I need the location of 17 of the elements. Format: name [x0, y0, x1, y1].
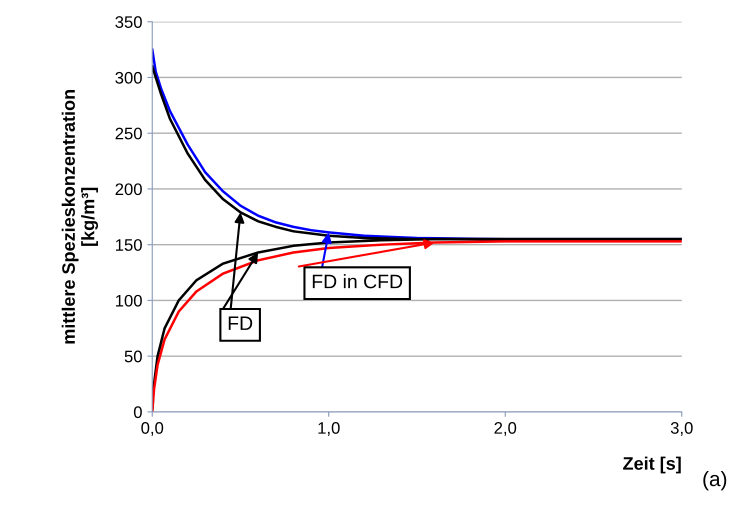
annotation: FD in CFD — [312, 274, 402, 288]
x-tick-label: 2,0 — [494, 422, 516, 436]
annotation: FD — [228, 316, 252, 330]
y-tick-label: 250 — [116, 128, 142, 140]
y-tick-label: 300 — [115, 72, 142, 84]
y-tick-label: 150 — [116, 239, 142, 251]
x-axis-title: Zeit [s] — [623, 456, 681, 474]
y-axis-title: mittlere Spezieskonzentration [kg/m³] — [62, 90, 98, 344]
x-tick-label: 3,0 — [670, 422, 693, 436]
y-tick-label: 350 — [115, 16, 142, 28]
y-tick-label: 0 — [134, 406, 142, 418]
x-tick-label: 0,0 — [141, 422, 164, 436]
y-tick-label: 200 — [116, 183, 142, 196]
y-tick-label: 50 — [124, 350, 142, 362]
text: (a) — [703, 470, 726, 490]
y-tick-label: 100 — [116, 294, 142, 307]
x-tick-label: 1,0 — [318, 422, 340, 436]
